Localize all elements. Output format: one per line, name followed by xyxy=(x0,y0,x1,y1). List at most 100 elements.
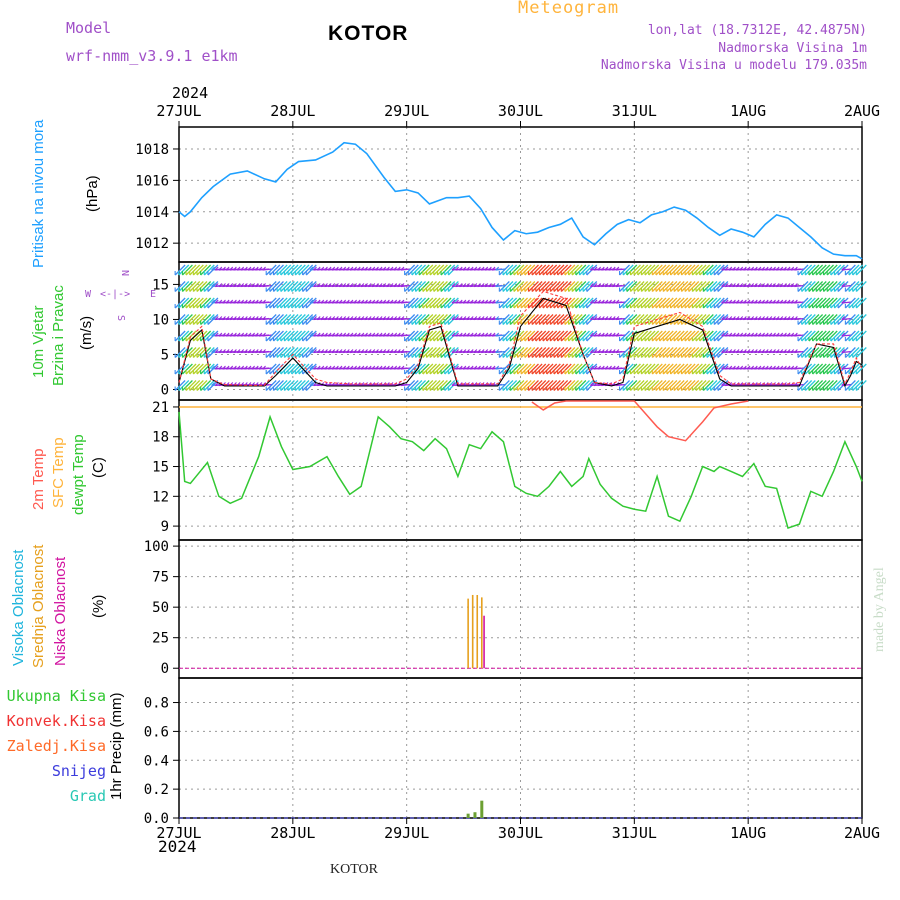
wind-arrow xyxy=(436,281,448,292)
wind-arrow xyxy=(331,350,342,354)
wind-arrow-head xyxy=(251,266,256,271)
wind-arrow-head xyxy=(364,283,368,287)
wind-arrow-head xyxy=(600,382,605,386)
wind-arrow xyxy=(706,314,718,325)
wind-arrow-head xyxy=(746,365,751,370)
wind-arrow xyxy=(673,363,685,375)
wind-arrow xyxy=(535,264,547,276)
wind-arrow xyxy=(174,264,186,276)
wind-arrow-head xyxy=(608,299,613,304)
wind-arrow-head xyxy=(371,382,376,386)
wind-arrow xyxy=(233,317,244,321)
wind-arrow xyxy=(196,281,208,292)
wind-arrow-head xyxy=(375,365,379,370)
wind-arrow xyxy=(269,330,281,342)
wind-arrow xyxy=(470,383,481,387)
wind-arrow-head xyxy=(721,299,725,304)
wind-arrow xyxy=(324,350,335,354)
wind-arrow-head xyxy=(389,365,394,370)
wind-arrow-head xyxy=(218,299,223,304)
wind-arrow xyxy=(593,383,605,387)
wind-arrow-head xyxy=(790,365,795,370)
wind-arrow xyxy=(560,330,572,342)
wind-arrow xyxy=(400,350,412,354)
wind-arrow xyxy=(564,347,576,358)
wind-arrow-head xyxy=(484,382,489,386)
wind-arrow-head xyxy=(243,349,248,353)
wind-arrow xyxy=(328,317,339,321)
wind-arrow xyxy=(732,350,743,354)
wind-arrow-head xyxy=(313,349,317,353)
wind-arrow-head xyxy=(258,365,263,370)
wind-arrow xyxy=(258,350,269,354)
wind-arrow xyxy=(612,350,623,354)
wind-arrow xyxy=(491,268,503,271)
wind-arrow xyxy=(855,314,867,325)
wind-arrow xyxy=(200,281,212,292)
wind-arrow-head xyxy=(473,365,478,370)
wind-arrow xyxy=(386,317,397,321)
wind-arrow-head xyxy=(331,365,336,370)
wind-arrow-head xyxy=(732,349,736,353)
wind-arrow xyxy=(644,314,656,325)
wind-arrow-head xyxy=(247,349,252,353)
wind-arrow xyxy=(276,330,288,342)
wind-barbs xyxy=(174,264,867,391)
wind-arrow xyxy=(357,268,368,271)
wind-arrow-head xyxy=(491,365,496,370)
wind-arrow xyxy=(368,301,379,304)
wind-arrow xyxy=(360,367,371,370)
x-tick-label-bottom: 29JUL xyxy=(384,824,429,842)
wind-arrow xyxy=(844,347,856,358)
wind-arrow-head xyxy=(243,316,248,320)
y-tick-label: 25 xyxy=(152,631,169,647)
wind-arrow xyxy=(364,284,375,288)
wind-arrow xyxy=(433,281,445,292)
wind-arrow xyxy=(251,334,262,337)
wind-arrow-head xyxy=(732,382,736,386)
wind-arrow-head xyxy=(364,382,368,386)
wind-arrow-head xyxy=(783,299,787,304)
wind-arrow xyxy=(265,330,277,342)
wind-arrow xyxy=(717,297,729,309)
wind-arrow xyxy=(440,347,452,358)
wind-arrow xyxy=(640,264,652,276)
wind-arrow xyxy=(495,284,506,288)
wind-arrow xyxy=(400,284,412,288)
wind-arrow-head xyxy=(590,349,594,353)
wind-arrow xyxy=(236,367,248,370)
wind-arrow-head xyxy=(324,316,328,320)
wind-arrow xyxy=(801,297,813,309)
wind-arrow xyxy=(612,268,623,271)
wind-arrow xyxy=(411,281,423,292)
wind-arrow-head xyxy=(786,332,791,337)
wind-arrow xyxy=(360,383,371,387)
wind-arrow xyxy=(422,281,434,292)
wind-arrow xyxy=(466,301,477,304)
wind-arrow xyxy=(535,330,547,342)
wind-arrow xyxy=(520,297,532,309)
wind-arrow-head xyxy=(466,365,470,370)
wind-arrow-head xyxy=(764,316,769,320)
wind-arrow xyxy=(462,301,473,304)
wind-arrow-head xyxy=(772,283,776,287)
wind-arrow xyxy=(761,383,772,387)
wind-arrow xyxy=(666,363,678,375)
wind-arrow xyxy=(302,347,314,358)
wind-arrow xyxy=(590,367,601,370)
wind-arrow-head xyxy=(262,283,266,287)
wind-arrow xyxy=(746,383,758,387)
wind-arrow-head xyxy=(327,332,332,337)
wind-arrow xyxy=(247,367,259,370)
wind-arrow xyxy=(255,268,266,271)
wind-arrow-head xyxy=(455,299,460,304)
wind-arrow xyxy=(549,297,561,309)
wind-arrow xyxy=(196,314,208,325)
wind-arrow-head xyxy=(338,365,343,370)
wind-arrow xyxy=(451,350,463,354)
wind-arrow xyxy=(750,268,761,271)
wind-arrow xyxy=(855,281,867,292)
wind-arrow-head xyxy=(211,365,215,370)
wind-arrow xyxy=(196,297,208,309)
wind-arrow xyxy=(240,334,251,337)
